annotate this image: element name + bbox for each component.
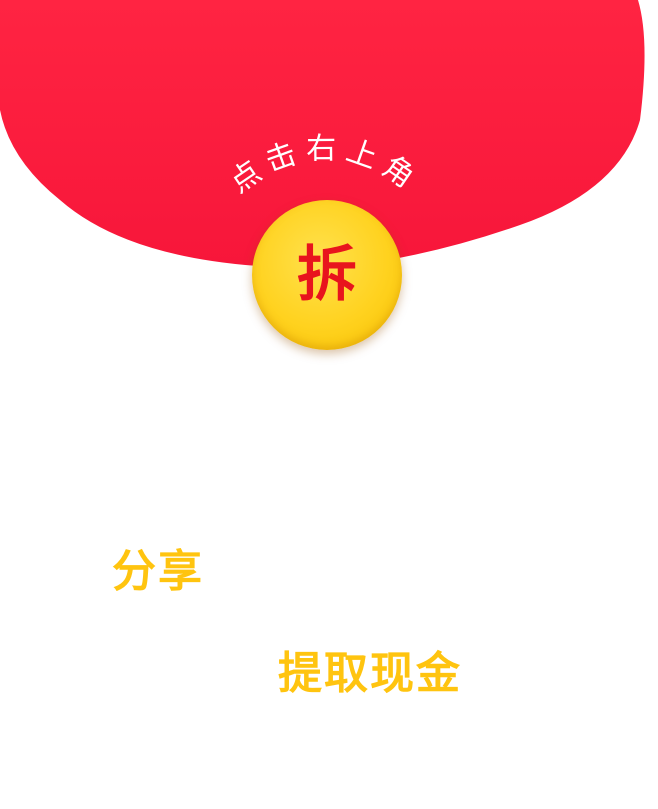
share-text: 分享 bbox=[112, 546, 204, 597]
open-envelope-button[interactable]: 拆 bbox=[252, 200, 402, 350]
withdraw-cash-text: 提取现金 bbox=[278, 648, 462, 699]
envelope-dashed-edge bbox=[399, 0, 656, 264]
open-button-label: 拆 bbox=[297, 240, 357, 310]
envelope-flap-shape bbox=[0, 0, 645, 269]
red-envelope-flap: 点击右上角 bbox=[0, 0, 656, 269]
